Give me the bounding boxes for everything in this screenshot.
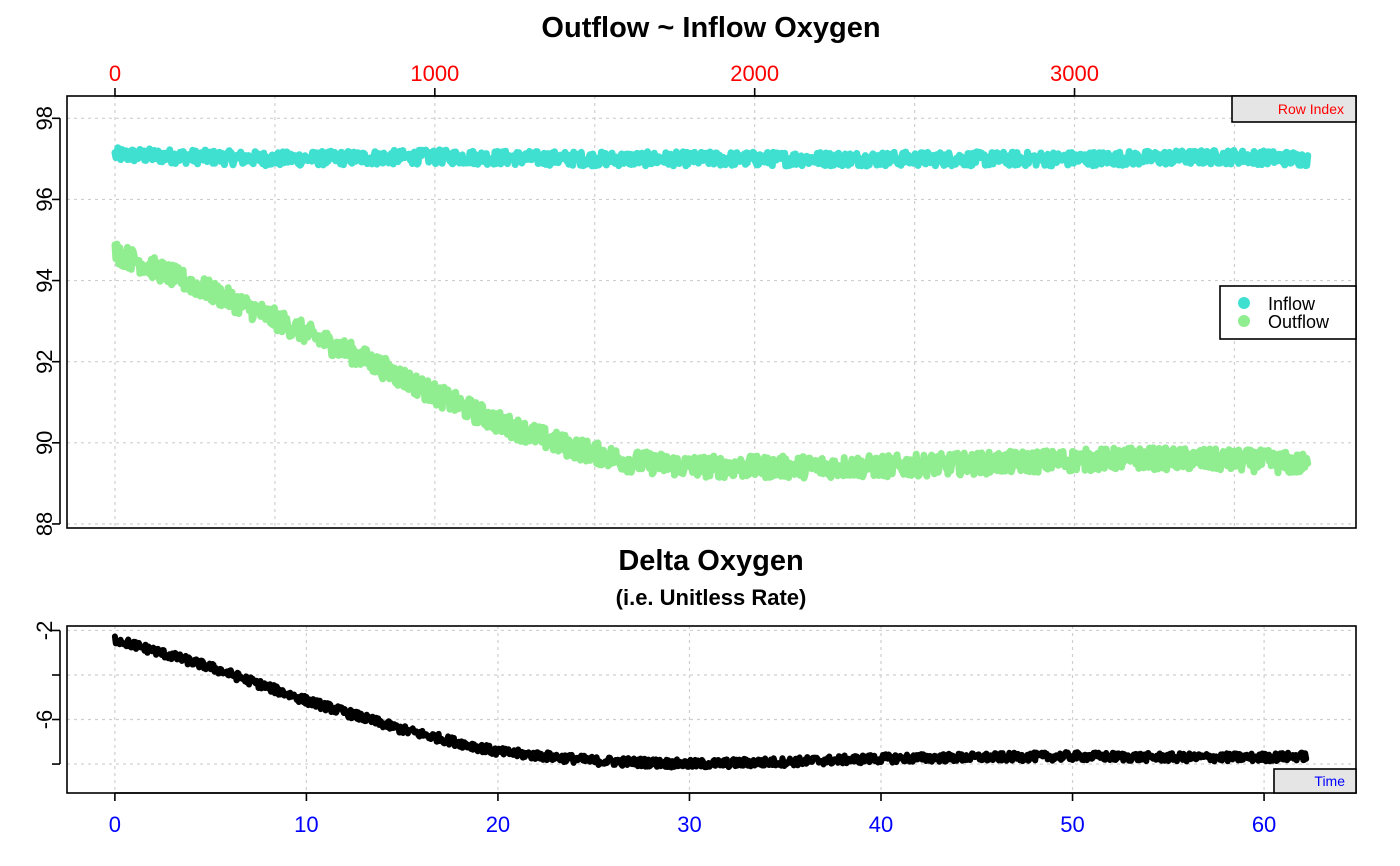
series-delta-oxygen (111, 633, 1310, 771)
bottom-chart-subtitle: (i.e. Unitless Rate) (616, 585, 807, 610)
bottom-y-tick-label: -2 (32, 621, 57, 641)
time-badge-label: Time (1314, 773, 1345, 789)
bottom-x-tick-label: 10 (294, 812, 318, 837)
top-y-tick-label: 94 (32, 268, 57, 292)
legend-label-inflow: Inflow (1268, 294, 1316, 314)
legend: Inflow Outflow (1219, 285, 1357, 340)
series-inflow (111, 144, 1312, 170)
top-x-tick-label: 3000 (1050, 61, 1099, 86)
top-x-tick-label: 0 (109, 61, 121, 86)
bottom-x-tick-label: 50 (1060, 812, 1084, 837)
row-index-badge-box (1231, 95, 1357, 123)
top-y-axis: 88 90 92 94 96 98 (32, 106, 61, 536)
time-badge-box (1273, 768, 1357, 794)
top-y-tick-label: 92 (32, 349, 57, 373)
bottom-x-tick-label: 20 (486, 812, 510, 837)
bottom-x-tick-label: 0 (109, 812, 121, 837)
top-y-tick-label: 90 (32, 431, 57, 455)
legend-marker-inflow (1238, 297, 1250, 309)
bottom-x-tick-label: 60 (1252, 812, 1276, 837)
time-badge: Time (1273, 768, 1357, 794)
bottom-y-axis: -2 -6 (32, 621, 61, 765)
legend-label-outflow: Outflow (1268, 312, 1330, 332)
bottom-panel: Delta Oxygen (i.e. Unitless Rate) 0 10 20 3… (32, 545, 1357, 837)
series-outflow (111, 240, 1312, 482)
legend-marker-outflow (1238, 315, 1250, 327)
row-index-badge: Row Index (1231, 95, 1357, 123)
bottom-x-tick-label: 40 (869, 812, 893, 837)
bottom-series-layer (111, 633, 1310, 771)
top-series-layer (111, 144, 1312, 482)
bottom-x-axis-time: 0 10 20 30 40 50 60 (109, 792, 1276, 837)
legend-box (1219, 285, 1357, 340)
row-index-badge-label: Row Index (1278, 101, 1344, 117)
top-x-tick-label: 1000 (410, 61, 459, 86)
bottom-x-tick-label: 30 (677, 812, 701, 837)
top-y-tick-label: 98 (32, 106, 57, 130)
bottom-y-tick-label: -6 (32, 710, 57, 730)
top-y-tick-label: 88 (32, 512, 57, 536)
top-y-tick-label: 96 (32, 187, 57, 211)
top-x-tick-label: 2000 (730, 61, 779, 86)
top-chart-title: Outflow ~ Inflow Oxygen (541, 12, 880, 44)
bottom-chart-title: Delta Oxygen (618, 545, 803, 577)
top-x-axis-row-index: 0 1000 2000 3000 (109, 61, 1099, 97)
top-panel: Outflow ~ Inflow Oxygen 0 1000 2000 3000 88… (32, 12, 1357, 536)
